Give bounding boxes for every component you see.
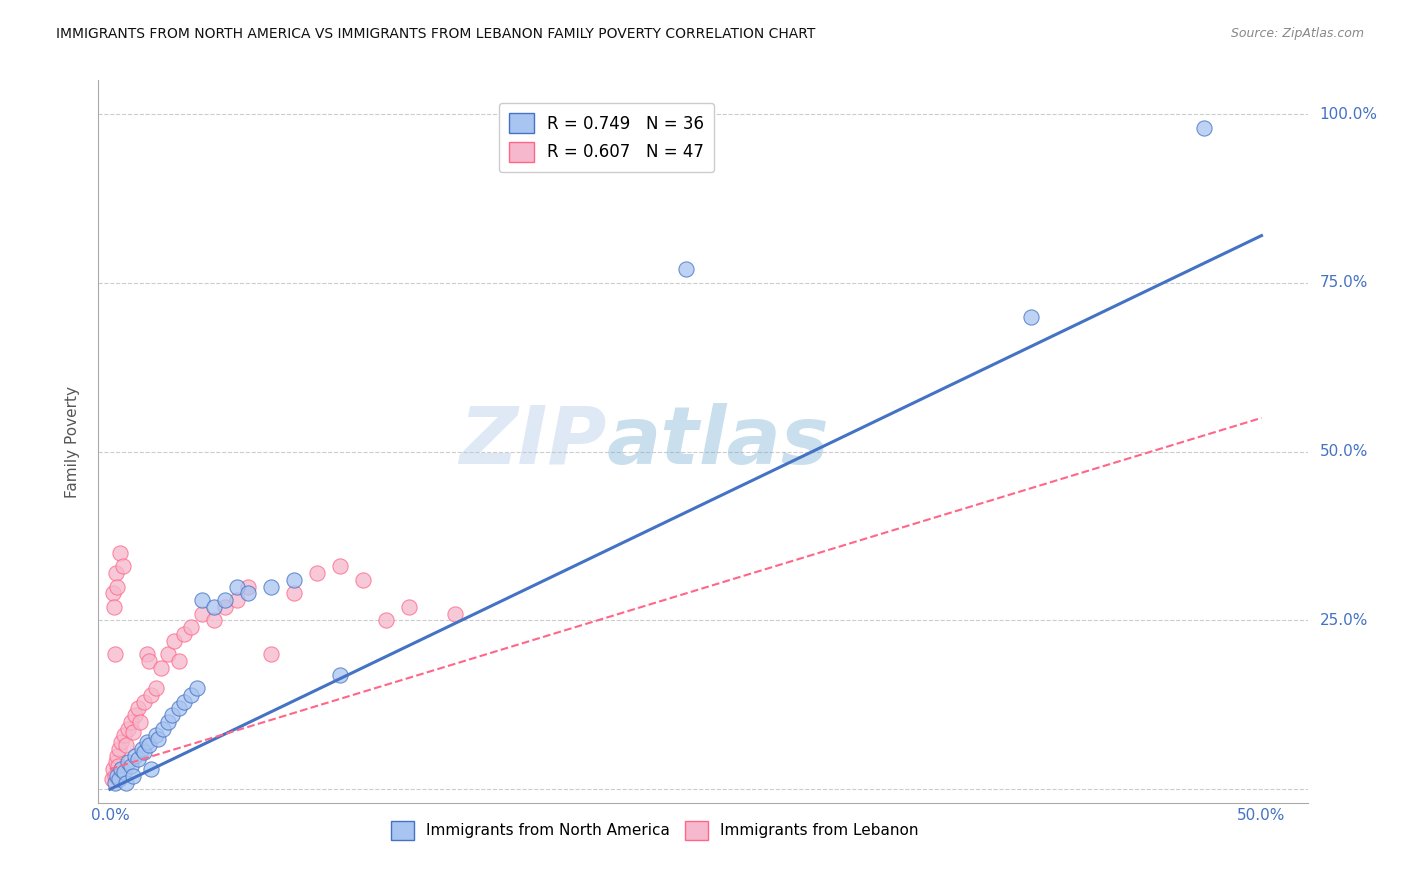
Point (329, 667, 352, 681)
Point (163, 633, 186, 648)
Legend: Immigrants from North America, Immigrants from Lebanon: Immigrants from North America, Immigrant… (385, 815, 925, 846)
Point (173, 627, 195, 641)
Point (444, 607, 467, 621)
Point (103, 762, 125, 776)
Point (141, 762, 163, 776)
Point (115, 739, 138, 753)
Point (108, 772, 131, 787)
Point (202, 614, 225, 628)
Text: ZIP: ZIP (458, 402, 606, 481)
Point (112, 765, 135, 780)
Point (108, 741, 131, 756)
Point (104, 756, 127, 770)
Point (110, 762, 132, 776)
Point (103, 775, 125, 789)
Point (120, 714, 142, 729)
Text: atlas: atlas (606, 402, 830, 481)
Point (225, 593, 247, 607)
Point (283, 586, 305, 600)
Point (148, 731, 170, 746)
Point (283, 573, 305, 587)
Point (117, 722, 139, 736)
Point (103, 599, 125, 614)
Point (214, 593, 236, 607)
Point (127, 701, 149, 715)
Point (128, 714, 150, 729)
Point (138, 739, 160, 753)
Point (173, 694, 195, 708)
Text: IMMIGRANTS FROM NORTH AMERICA VS IMMIGRANTS FROM LEBANON FAMILY POVERTY CORRELAT: IMMIGRANTS FROM NORTH AMERICA VS IMMIGRA… (56, 27, 815, 41)
Point (105, 769, 128, 783)
Point (186, 681, 208, 695)
Point (141, 688, 163, 702)
Point (101, 586, 124, 600)
Point (191, 607, 214, 621)
Point (124, 748, 146, 763)
Point (134, 745, 156, 759)
Point (122, 769, 145, 783)
Point (191, 593, 214, 607)
Point (101, 772, 124, 787)
Point (149, 661, 172, 675)
Point (329, 559, 352, 574)
Point (134, 694, 156, 708)
Point (127, 752, 149, 766)
Point (352, 573, 374, 587)
Point (675, 262, 697, 277)
Point (105, 748, 128, 763)
Point (260, 580, 283, 594)
Point (145, 728, 167, 742)
Point (375, 614, 398, 628)
Point (135, 647, 157, 661)
Point (110, 546, 132, 560)
Point (167, 654, 190, 668)
Point (145, 681, 167, 695)
Point (107, 758, 129, 772)
Point (131, 741, 153, 756)
Point (260, 647, 283, 661)
Point (152, 722, 174, 736)
Y-axis label: Family Poverty: Family Poverty (65, 385, 80, 498)
Text: 25.0%: 25.0% (1320, 613, 1368, 628)
Point (135, 735, 157, 749)
Text: 50.0%: 50.0% (1320, 444, 1368, 459)
Point (105, 580, 128, 594)
Point (180, 688, 202, 702)
Text: 75.0%: 75.0% (1320, 276, 1368, 291)
Text: Source: ZipAtlas.com: Source: ZipAtlas.com (1230, 27, 1364, 40)
Point (180, 620, 202, 634)
Point (156, 714, 179, 729)
Point (160, 708, 183, 723)
Point (167, 701, 190, 715)
Point (236, 586, 259, 600)
Point (307, 566, 329, 581)
Point (105, 566, 128, 581)
Point (1019, 310, 1042, 324)
Point (138, 654, 160, 668)
Point (111, 559, 134, 574)
Point (214, 599, 236, 614)
Text: 100.0%: 100.0% (1320, 106, 1378, 121)
Point (225, 580, 247, 594)
Point (1192, 120, 1215, 135)
Point (156, 647, 179, 661)
Point (398, 599, 420, 614)
Point (120, 758, 142, 772)
Point (115, 775, 138, 789)
Point (124, 708, 146, 723)
Point (236, 580, 259, 594)
Point (117, 756, 139, 770)
Point (122, 725, 145, 739)
Point (110, 735, 132, 749)
Point (104, 647, 127, 661)
Point (103, 769, 125, 783)
Point (112, 728, 135, 742)
Point (202, 599, 225, 614)
